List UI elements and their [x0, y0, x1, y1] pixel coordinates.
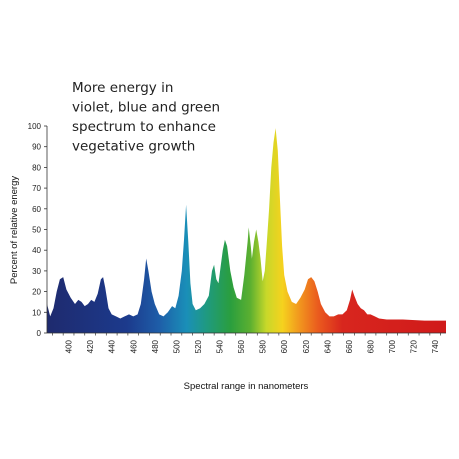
x-tick-label: 660	[345, 339, 354, 353]
y-tick-label: 100	[28, 122, 42, 131]
annotation-line: More energy in	[72, 80, 173, 96]
y-tick-label: 60	[32, 205, 41, 214]
x-axis-title: Spectral range in nanometers	[184, 381, 309, 392]
y-tick-label: 80	[32, 163, 41, 172]
x-tick-label: 560	[237, 339, 246, 353]
y-tick-label: 20	[32, 288, 41, 297]
x-tick-label: 640	[323, 339, 332, 353]
x-tick-label: 620	[302, 339, 311, 353]
x-tick-label: 400	[65, 339, 74, 353]
y-tick-label: 10	[32, 308, 41, 317]
x-tick-label: 680	[367, 339, 376, 353]
x-tick-label: 500	[172, 339, 181, 353]
annotation-line: spectrum to enhance	[72, 119, 216, 135]
x-tick-label: 720	[410, 339, 419, 353]
annotation-text: More energy in violet, blue and green spec…	[72, 80, 220, 155]
annotation-line: violet, blue and green	[72, 100, 220, 116]
y-tick-label: 90	[32, 143, 41, 152]
y-tick-label: 50	[32, 226, 41, 235]
x-tick-label: 600	[280, 339, 289, 353]
x-tick-label: 700	[388, 339, 397, 353]
x-tick-label: 420	[86, 339, 95, 353]
y-axis-title: Percent of relative energy	[9, 176, 20, 285]
y-axis: 0 10 20 30 40 50 60 70 80 90 100	[28, 122, 48, 338]
y-tick-label: 30	[32, 267, 41, 276]
y-tick-label: 40	[32, 246, 41, 255]
x-tick-label: 440	[108, 339, 117, 353]
annotation-line: vegetative growth	[72, 139, 195, 155]
x-tick-label: 580	[259, 339, 268, 353]
x-tick-label: 540	[216, 339, 225, 353]
x-tick-label: 740	[431, 339, 440, 353]
x-tick-label: 480	[151, 339, 160, 353]
x-tick-label: 520	[194, 339, 203, 353]
y-tick-label: 70	[32, 184, 41, 193]
x-axis: 400 420 440 460 480 500 520 540 560 580 600 620 640 6…	[47, 332, 446, 353]
x-tick-label: 460	[129, 339, 138, 353]
spectrum-area	[47, 128, 446, 333]
y-tick-label: 0	[37, 329, 42, 338]
